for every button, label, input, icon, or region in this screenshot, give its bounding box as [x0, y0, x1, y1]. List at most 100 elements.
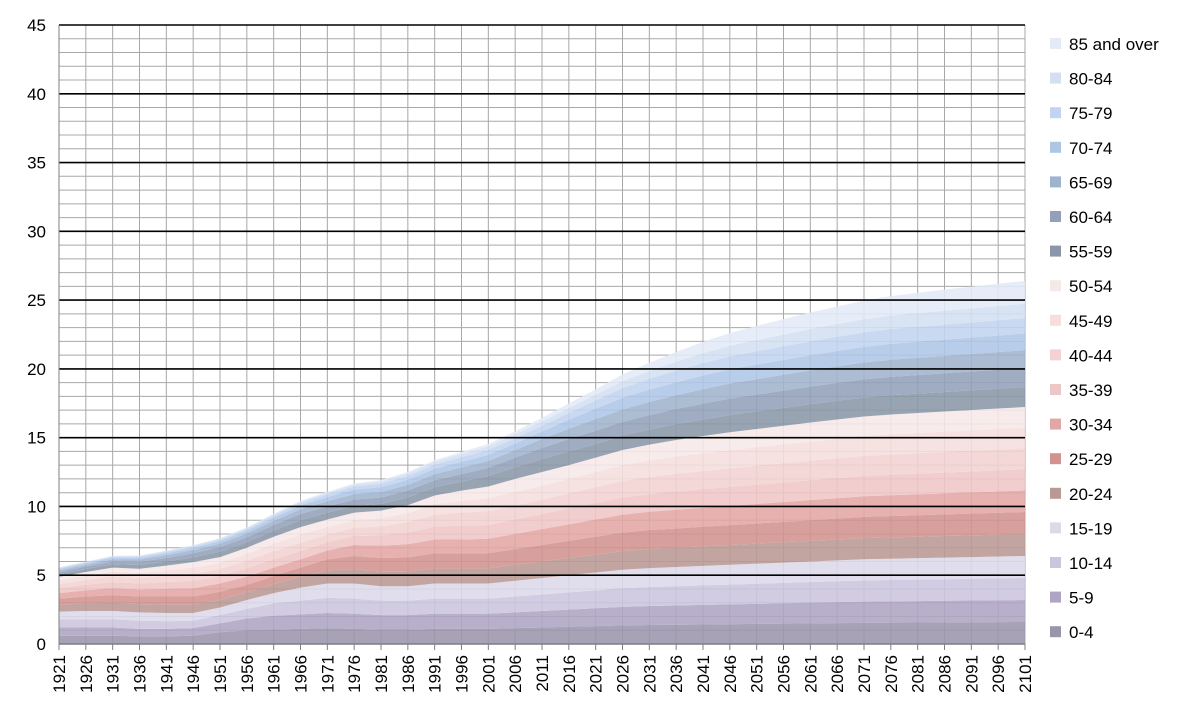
x-tick-label: 1976: [345, 655, 364, 693]
x-tick-label: 2061: [801, 655, 820, 693]
area-series-group: [59, 280, 1025, 644]
legend-label: 50-54: [1069, 277, 1112, 296]
x-tick-label: 1931: [104, 655, 123, 693]
x-tick-label: 1926: [77, 655, 96, 693]
legend-swatch: [1050, 211, 1061, 222]
area-series-40-44: [59, 448, 1025, 589]
x-tick-label: 2011: [533, 655, 552, 692]
y-tick-label: 5: [37, 566, 46, 585]
area-series-60-64: [59, 367, 1025, 575]
legend-label: 15-19: [1069, 519, 1112, 538]
area-series-30-34: [59, 490, 1025, 599]
legend-label: 35-39: [1069, 381, 1112, 400]
legend-label: 85 and over: [1069, 35, 1159, 54]
area-series-85-and-over: [59, 280, 1025, 568]
y-tick-label: 0: [37, 635, 46, 654]
x-tick-label: 1941: [157, 655, 176, 693]
legend-label: 40-44: [1069, 346, 1112, 365]
legend-swatch: [1050, 557, 1061, 568]
x-tick-label: 2086: [936, 655, 955, 693]
y-tick-label: 40: [27, 85, 46, 104]
x-tick-label: 1936: [131, 655, 150, 693]
legend-label: 45-49: [1069, 312, 1112, 331]
legend-label: 55-59: [1069, 243, 1112, 262]
x-tick-label: 2081: [909, 655, 928, 693]
legend-label: 20-24: [1069, 485, 1112, 504]
legend-label: 65-69: [1069, 173, 1112, 192]
x-tick-label: 1996: [453, 655, 472, 693]
x-tick-label: 2006: [506, 655, 525, 693]
legend-swatch: [1050, 418, 1061, 430]
axes: [58, 25, 1026, 650]
legend-swatch: [1050, 591, 1061, 603]
legend-swatch: [1050, 453, 1061, 465]
legend-swatch: [1050, 72, 1061, 84]
area-series-80-84: [59, 303, 1025, 569]
x-tick-label: 1951: [211, 655, 230, 693]
x-tick-label: 2026: [614, 655, 633, 693]
x-tick-label: 1956: [238, 655, 257, 693]
x-tick-label: 1946: [184, 655, 203, 693]
legend-swatch: [1050, 176, 1061, 188]
area-series-15-19: [59, 555, 1025, 622]
legend-label: 70-74: [1069, 139, 1112, 158]
x-axis-tick-labels: 1921 1926 1931 1936 1941 1946 1951 1956 1961 1966…: [50, 655, 1035, 693]
area-series-55-59: [59, 387, 1025, 577]
area-series-35-39: [59, 469, 1025, 594]
legend-swatch: [1050, 522, 1061, 534]
legend: 85 and over 80-84 75-79 70-74 65-69 60-64 55-5…: [1050, 35, 1159, 642]
y-tick-label: 35: [27, 154, 46, 173]
x-tick-label: 1966: [292, 655, 311, 693]
y-tick-label: 25: [27, 291, 46, 310]
area-series-45-49: [59, 427, 1025, 585]
legend-swatch: [1050, 384, 1061, 395]
legend-swatch: [1050, 141, 1061, 153]
legend-label: 30-34: [1069, 416, 1112, 435]
y-tick-label: 30: [27, 222, 46, 241]
x-tick-label: 1986: [399, 655, 418, 693]
x-tick-label: 2066: [828, 655, 847, 693]
legend-label: 5-9: [1069, 589, 1094, 608]
x-tick-label: 1991: [426, 655, 445, 693]
x-tick-label: 2101: [1016, 655, 1035, 693]
legend-swatch: [1050, 280, 1061, 292]
y-tick-label: 45: [27, 16, 46, 35]
x-tick-label: 2036: [667, 655, 686, 693]
legend-swatch: [1050, 626, 1061, 638]
legend-label: 0-4: [1069, 623, 1094, 642]
x-tick-label: 2001: [479, 655, 498, 693]
area-series-10-14: [59, 577, 1025, 629]
area-series-5-9: [59, 599, 1025, 637]
x-tick-label: 1981: [372, 655, 391, 693]
legend-label: 80-84: [1069, 70, 1112, 89]
area-series-50-54: [59, 406, 1025, 581]
y-tick-label: 15: [27, 429, 46, 448]
legend-label: 25-29: [1069, 450, 1112, 469]
y-tick-label: 20: [27, 360, 46, 379]
x-tick-label: 2091: [962, 655, 981, 693]
legend-swatch: [1050, 349, 1061, 361]
x-tick-label: 2041: [694, 655, 713, 693]
x-tick-label: 2096: [989, 655, 1008, 693]
area-series-20-24: [59, 533, 1025, 614]
legend-swatch: [1050, 314, 1061, 326]
legend-swatch: [1050, 38, 1061, 49]
x-tick-label: 2056: [775, 655, 794, 693]
area-series-25-29: [59, 511, 1025, 605]
x-tick-label: 2051: [748, 655, 767, 693]
x-tick-label: 2016: [560, 655, 579, 693]
area-series-65-69: [59, 350, 1025, 573]
major-gridlines: [59, 24, 1025, 577]
legend-swatch: [1050, 487, 1061, 499]
x-tick-label: 2076: [882, 655, 901, 693]
legend-swatch: [1050, 245, 1061, 257]
x-tick-label: 2046: [721, 655, 740, 693]
legend-label: 10-14: [1069, 554, 1112, 573]
x-tick-label: 1961: [265, 655, 284, 693]
x-tick-label: 1971: [318, 655, 337, 693]
legend-label: 75-79: [1069, 104, 1112, 123]
y-tick-label: 10: [27, 497, 46, 516]
area-series-0-4: [59, 621, 1025, 644]
x-tick-label: 2021: [587, 655, 606, 693]
